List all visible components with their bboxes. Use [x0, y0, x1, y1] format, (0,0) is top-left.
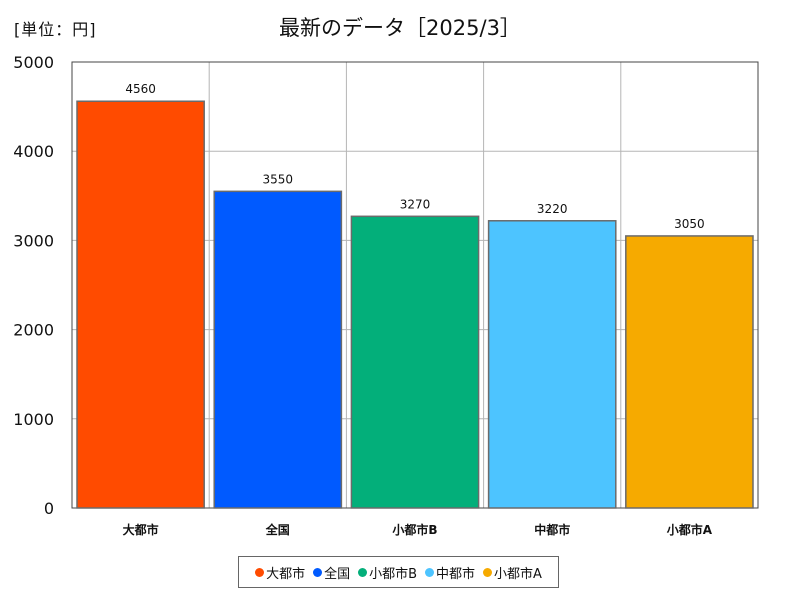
legend-label: 全国: [324, 566, 351, 582]
bar-1: [76, 100, 205, 509]
bar-5: [625, 235, 754, 509]
bar-3: [350, 215, 480, 509]
x-tick-label: 中都市: [534, 522, 570, 537]
legend-swatch: [358, 567, 368, 577]
y-tick-label: 5000: [13, 53, 54, 72]
legend-item: 中都市: [425, 563, 475, 582]
legend-item: 小都市B: [358, 563, 417, 582]
y-tick-label: 1000: [13, 410, 54, 429]
legend-swatch: [425, 567, 435, 577]
bar-4: [487, 220, 617, 509]
legend-label: 大都市: [266, 566, 306, 582]
data-label: 3220: [537, 202, 568, 216]
y-tick-label: 3000: [13, 231, 54, 250]
data-label: 3270: [400, 197, 431, 211]
data-label: 3550: [263, 172, 294, 186]
data-label: 4560: [125, 82, 156, 96]
y-tick-label: 2000: [13, 321, 54, 340]
legend-item: 大都市: [255, 563, 305, 582]
x-tick-label: 全国: [265, 522, 290, 537]
legend-item: 全国: [313, 563, 350, 582]
legend-item: 小都市A: [483, 563, 542, 582]
legend-label: 中都市: [436, 566, 476, 582]
bar-2: [213, 190, 343, 509]
y-tick-label: 4000: [13, 142, 54, 161]
y-tick-label: 0: [44, 499, 54, 518]
x-tick-label: 小都市A: [667, 522, 713, 537]
legend-label: 小都市A: [494, 566, 542, 582]
legend-swatch: [255, 567, 265, 577]
legend: 大都市 全国 小都市B 中都市 小都市A: [238, 556, 559, 588]
legend-swatch: [483, 567, 493, 577]
chart-title: 最新のデータ［2025/3］: [279, 16, 521, 40]
unit-label: [単位：円]: [14, 20, 97, 39]
x-tick-label: 大都市: [123, 522, 159, 537]
legend-swatch: [313, 567, 323, 577]
x-tick-label: 小都市B: [392, 522, 437, 537]
legend-label: 小都市B: [369, 566, 418, 582]
data-label: 3050: [674, 217, 705, 231]
